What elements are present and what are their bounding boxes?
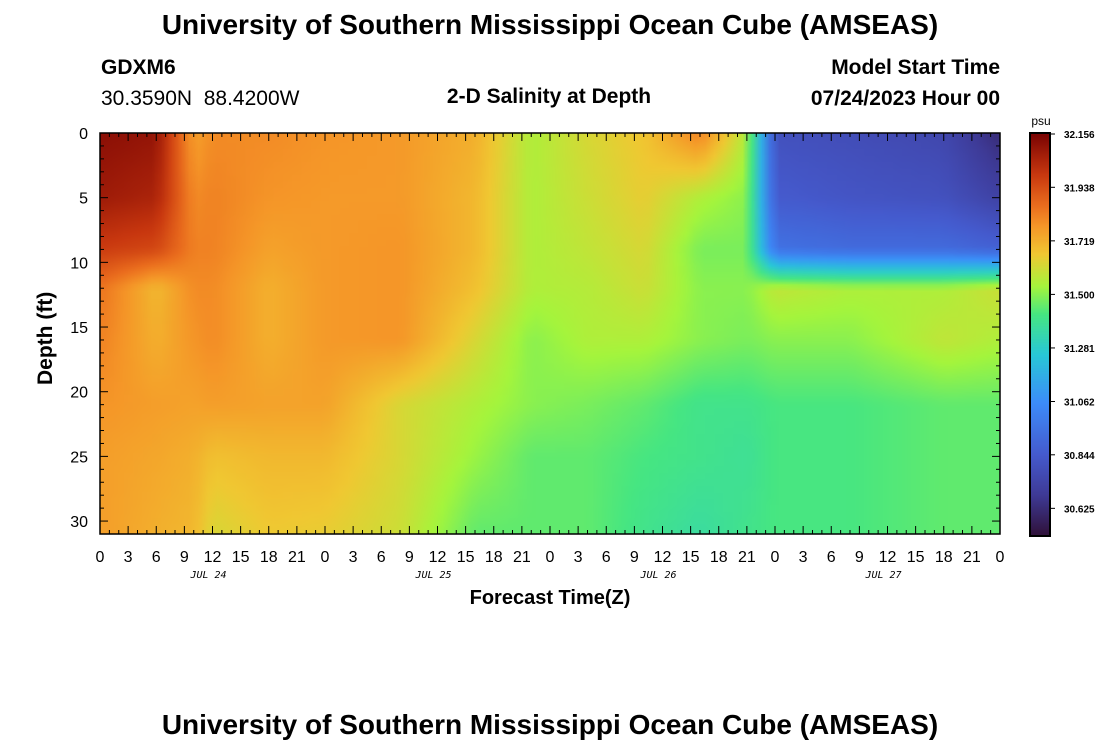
y-tick-label: 30: [70, 514, 88, 531]
colorbar-unit: psu: [1031, 114, 1050, 128]
x-tick-label: 21: [738, 549, 756, 566]
x-tick-label: 0: [546, 549, 555, 566]
x-tick-label: 6: [602, 549, 611, 566]
chart-axes: 0 3 6 9 12 15 18 21 0 3 6 9 12 15 18 21 0 3 6 9 12 15 18 21 0 3 6 9…: [70, 126, 1004, 581]
colorbar-frame: [1029, 132, 1051, 537]
x-tick-label: 6: [152, 549, 161, 566]
x-tick-label: 21: [963, 549, 981, 566]
x-axis-label: Forecast Time(Z): [470, 587, 631, 609]
colorbar-tick-label: 31.062: [1064, 397, 1095, 408]
colorbar-tick-label: 30.625: [1064, 504, 1095, 515]
colorbar-tick-label: 31.500: [1064, 290, 1095, 301]
colorbar-tick-label: 30.844: [1064, 451, 1095, 462]
model-start-label: Model Start Time: [831, 56, 1000, 79]
date-label: JUL 24: [189, 570, 226, 581]
x-tick-label: 15: [457, 549, 475, 566]
y-tick-label: 25: [70, 449, 88, 466]
date-label: JUL 25: [414, 570, 451, 581]
x-tick-label: 15: [232, 549, 250, 566]
x-tick-label: 18: [485, 549, 503, 566]
y-tick-label: 5: [79, 191, 88, 208]
y-tick-label: 10: [70, 255, 88, 272]
x-tick-label: 0: [771, 549, 780, 566]
x-tick-label: 18: [710, 549, 728, 566]
station-id: GDXM6: [101, 56, 176, 79]
x-tick-label: 0: [996, 549, 1005, 566]
x-tick-label: 12: [204, 549, 222, 566]
colorbar-tick-label: 31.938: [1064, 183, 1095, 194]
x-tick-label: 12: [654, 549, 672, 566]
station-coordinates: 30.3590N 88.4200W: [101, 87, 300, 110]
x-tick-label: 3: [799, 549, 808, 566]
y-tick-label: 20: [70, 385, 88, 402]
x-tick-label: 6: [827, 549, 836, 566]
x-tick-label: 21: [513, 549, 531, 566]
x-tick-label: 9: [630, 549, 639, 566]
chart-subtitle: 2-D Salinity at Depth: [446, 85, 652, 108]
y-tick-label: 0: [79, 126, 88, 143]
date-label: JUL 27: [864, 570, 901, 581]
x-tick-label: 9: [180, 549, 189, 566]
x-tick-label: 21: [288, 549, 306, 566]
x-tick-label: 3: [124, 549, 133, 566]
salinity-heatmap: [100, 133, 1000, 534]
x-tick-label: 15: [907, 549, 925, 566]
x-tick-label: 6: [377, 549, 386, 566]
x-tick-label: 18: [935, 549, 953, 566]
footer-title: University of Southern Mississippi Ocean…: [161, 709, 939, 740]
y-tick-label: 15: [70, 320, 88, 337]
x-tick-label: 3: [349, 549, 358, 566]
colorbar-ticks: 32.156 31.938 31.719 31.500 31.281 31.062 30.8…: [1050, 130, 1095, 515]
x-tick-label: 3: [574, 549, 583, 566]
x-tick-label: 15: [682, 549, 700, 566]
model-start-time: 07/24/2023 Hour 00: [810, 87, 1000, 110]
x-tick-label: 18: [260, 549, 278, 566]
x-tick-label: 0: [321, 549, 330, 566]
x-tick-label: 9: [855, 549, 864, 566]
colorbar: [1031, 134, 1049, 535]
x-tick-label: 0: [96, 549, 105, 566]
x-tick-label: 12: [429, 549, 447, 566]
page-title: University of Southern Mississippi Ocean…: [161, 9, 939, 40]
x-tick-label: 9: [405, 549, 414, 566]
colorbar-tick-label: 31.719: [1064, 237, 1095, 248]
date-label: JUL 26: [639, 570, 676, 581]
x-tick-label: 12: [879, 549, 897, 566]
colorbar-tick-label: 32.156: [1064, 130, 1095, 141]
colorbar-tick-label: 31.281: [1064, 344, 1095, 355]
